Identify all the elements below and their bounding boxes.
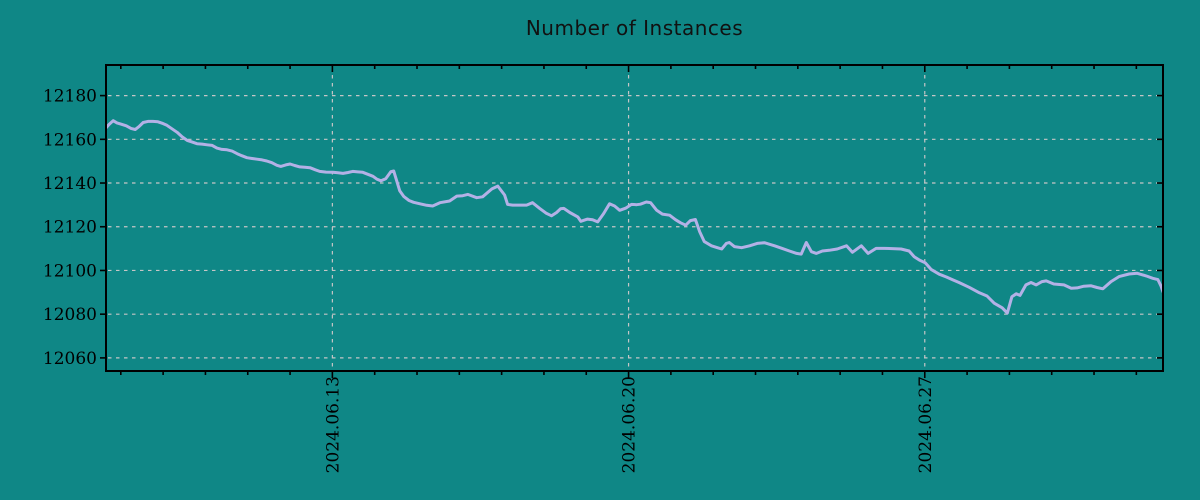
y-tick-label: 12120	[43, 218, 97, 238]
chart-title: Number of Instances	[525, 16, 744, 40]
x-tick-label: 2024.06.20	[620, 376, 640, 473]
plot-border	[105, 64, 1164, 372]
x-tick-label: 2024.06.27	[916, 376, 936, 473]
y-tick-label: 12140	[43, 174, 97, 194]
y-tick-label: 12100	[43, 261, 97, 281]
data-series-line	[106, 119, 1163, 315]
y-tick-label: 12180	[43, 87, 97, 107]
y-tick-label: 12060	[43, 349, 97, 369]
x-tick-label: 2024.06.13	[323, 376, 343, 473]
y-tick-label: 12160	[43, 130, 97, 150]
y-tick-label: 12080	[43, 305, 97, 325]
